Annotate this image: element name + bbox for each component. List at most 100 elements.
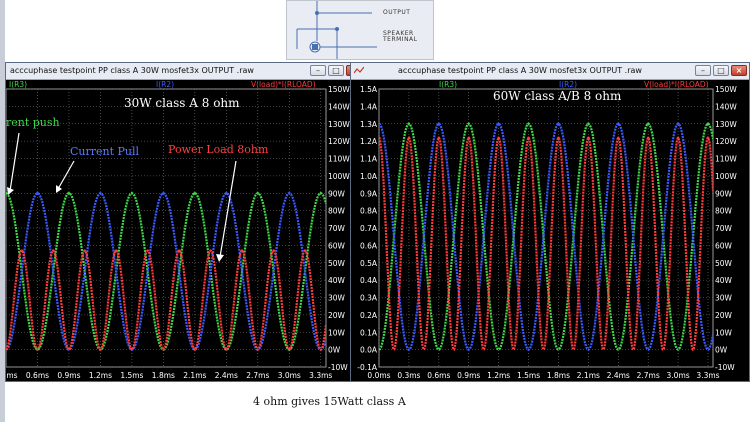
legend-entry: V(load)*I(RLOAD) [644,80,709,89]
right-axis-tick-label: 100W [328,172,350,181]
x-tick-label: 3.3ms [696,371,719,380]
series-peak-point [67,192,71,195]
series-peak-point [319,192,322,195]
series-line [6,249,326,351]
waveform-window-left[interactable]: acccuphase testpoint PP class A 30W mosf… [5,62,365,382]
right-axis-tick-label: 140W [715,102,737,111]
x-tick-label: 0.6ms [26,371,49,380]
series-peak-point [288,192,291,195]
left-axis-tick-label: 0.9A [360,189,378,198]
schematic-speaker-label: SPEAKER [383,30,414,37]
series-peak-point [272,249,275,252]
left-axis-tick-label: 1.0A [360,172,378,181]
series-peak-point [240,249,244,252]
right-axis-tick-label: 90W [328,189,346,198]
series-peak-point [193,192,197,195]
left-axis-tick-label: 0.0A [360,346,378,355]
waveform-window-right[interactable]: acccuphase testpoint PP class A 30W mosf… [350,62,750,382]
series-peak-point [497,136,500,139]
series-peak-point [467,122,470,125]
right-axis-tick-label: 70W [328,224,346,233]
left-axis-tick-label: 1.4A [360,102,378,111]
series-peak-point [676,136,680,139]
annotation-current-pull: Current Pull [70,145,140,158]
legend-entry: I(R3) [9,80,27,89]
waveform-chart-left[interactable]: 0.3ms 0.6ms 0.9ms 1.2ms 1.5ms 1.8ms 2.1ms 2.4ms… [6,79,364,381]
schematic-output-label: OUTPUT [383,9,411,16]
series-peak-point [706,122,710,125]
right-axis-tick-label: 100W [715,172,737,181]
series-peak-point [557,122,560,125]
right-axis-tick-label: -10W [328,363,348,372]
left-axis-tick-label: 0.3A [360,294,378,303]
x-tick-label: 0.6ms [427,371,450,380]
legend-entry: V(load)*I(RLOAD) [251,80,316,89]
right-axis-tick-label: 150W [715,85,737,94]
right-axis-tick-label: 20W [715,311,733,320]
right-axis-tick-label: 80W [328,207,346,216]
minimize-button[interactable]: – [310,65,326,76]
legend-entry: I(R3) [439,80,457,89]
arrow-power [219,160,237,258]
x-tick-label: 0.3ms [397,371,420,380]
x-tick-label: 1.2ms [487,371,510,380]
x-tick-label: 2.7ms [637,371,660,380]
x-tick-label: 0.9ms [57,371,80,380]
series-peak-point [225,192,228,195]
right-axis-tick-label: 40W [715,276,733,285]
series-peak-point [209,249,212,252]
arrow-head-push [7,187,14,195]
right-axis-tick-label: 110W [328,155,350,164]
right-axis-tick-label: 120W [715,137,737,146]
series-peak-point [83,249,86,252]
schematic-drawing [296,1,377,59]
plot-area[interactable]: 0.3ms 0.6ms 0.9ms 1.2ms 1.5ms 1.8ms 2.1ms 2.4ms… [6,79,364,381]
right-axis-tick-label: 0W [328,346,341,355]
series-peak-point [467,136,470,139]
left-axis-tick-label: 0.5A [360,259,378,268]
left-axis-tick-label: 0.6A [360,241,378,250]
right-axis-tick-label: 140W [328,102,350,111]
window-titlebar[interactable]: acccuphase testpoint PP class A 30W mosf… [351,63,749,80]
series-peak-point [114,249,118,252]
x-tick-label: 1.5ms [517,371,540,380]
series-peak-point [303,249,307,252]
right-axis-tick-label: 10W [328,328,346,337]
right-axis-tick-label: 90W [715,189,733,198]
window-title: acccuphase testpoint PP class A 30W mosf… [398,66,642,75]
annotation-current-push: rent push [6,116,60,129]
minimize-button[interactable]: – [695,65,711,76]
x-tick-label: 1.2ms [89,371,112,380]
page-edge [0,0,5,422]
series-peak-point [6,192,8,195]
legend-entry: I(R2) [156,80,174,89]
series-line [379,122,713,351]
right-axis-tick-label: 60W [715,241,733,250]
x-tick-label: 0.9ms [457,371,480,380]
series-peak-point [646,122,650,125]
schematic-terminal-label: TERMINAL [383,36,418,43]
right-axis-tick-label: 80W [715,207,733,216]
x-tick-label: 1.8ms [547,371,570,380]
series-peak-point [437,122,441,125]
maximize-button[interactable]: □ [713,65,729,76]
maximize-button[interactable]: □ [328,65,344,76]
plot-area[interactable]: 0.0ms 0.3ms 0.6ms 0.9ms 1.2ms 1.5ms 1.8ms 2.1ms… [351,79,749,381]
x-tick-label: 2.4ms [215,371,238,380]
series-line [379,122,713,351]
annotation-power-load: Power Load 8ohm [168,143,269,156]
schematic-snippet: OUTPUT SPEAKER TERMINAL [286,0,434,60]
series-peak-point [617,122,620,125]
right-axis-tick-label: 70W [715,224,733,233]
waveform-chart-right[interactable]: 0.0ms 0.3ms 0.6ms 0.9ms 1.2ms 1.5ms 1.8ms 2.1ms… [351,79,749,381]
window-titlebar[interactable]: acccuphase testpoint PP class A 30W mosf… [6,63,364,80]
window-title: acccuphase testpoint PP class A 30W mosf… [10,66,254,75]
right-axis-tick-label: 30W [328,294,346,303]
x-tick-label: 2.7ms [246,371,269,380]
left-axis-tick-label: 1.1A [360,155,378,164]
right-axis-tick-label: 20W [328,311,346,320]
series-peak-point [557,136,560,139]
series-peak-point [146,249,149,252]
close-button[interactable]: × [731,65,747,76]
x-tick-label: 3.0ms [667,371,690,380]
